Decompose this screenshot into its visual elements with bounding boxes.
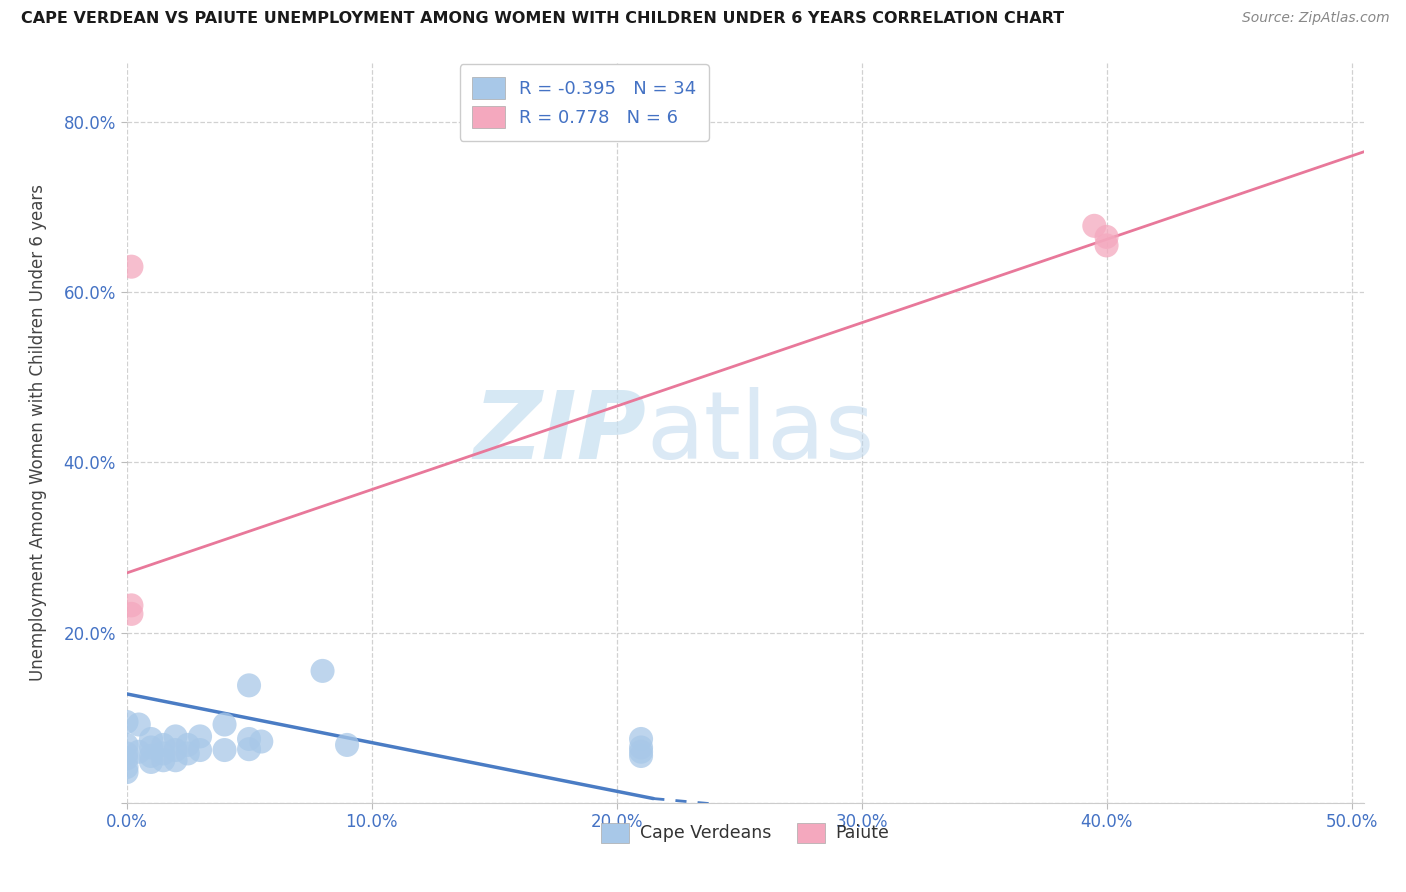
Point <box>115 738 138 752</box>
Point <box>165 753 187 767</box>
Point <box>238 742 260 756</box>
Point <box>139 731 162 746</box>
Point <box>311 664 333 678</box>
Point <box>1095 230 1118 244</box>
Point <box>630 731 652 746</box>
Text: atlas: atlas <box>647 386 875 479</box>
Point <box>120 599 142 613</box>
Point <box>152 753 174 767</box>
Point <box>177 747 200 761</box>
Point <box>1083 219 1105 233</box>
Point <box>120 607 142 621</box>
Legend: Cape Verdeans, Paiute: Cape Verdeans, Paiute <box>595 815 896 850</box>
Point <box>1095 238 1118 252</box>
Point <box>120 260 142 274</box>
Text: ZIP: ZIP <box>474 386 647 479</box>
Text: CAPE VERDEAN VS PAIUTE UNEMPLOYMENT AMONG WOMEN WITH CHILDREN UNDER 6 YEARS CORR: CAPE VERDEAN VS PAIUTE UNEMPLOYMENT AMON… <box>21 11 1064 26</box>
Text: Source: ZipAtlas.com: Source: ZipAtlas.com <box>1241 11 1389 25</box>
Point <box>214 743 236 757</box>
Point <box>238 678 260 692</box>
Point <box>630 740 652 755</box>
Point <box>630 749 652 764</box>
Point <box>115 714 138 729</box>
Point <box>250 734 273 748</box>
Y-axis label: Unemployment Among Women with Children Under 6 years: Unemployment Among Women with Children U… <box>30 184 46 681</box>
Point <box>115 751 138 765</box>
Point <box>165 743 187 757</box>
Point <box>152 747 174 761</box>
Point <box>139 749 162 764</box>
Point <box>115 765 138 780</box>
Point <box>115 747 138 761</box>
Point <box>115 760 138 774</box>
Point <box>630 745 652 759</box>
Point <box>336 738 359 752</box>
Point <box>214 717 236 731</box>
Point <box>188 743 211 757</box>
Point <box>188 730 211 744</box>
Point <box>128 717 150 731</box>
Point <box>139 755 162 769</box>
Point <box>128 745 150 759</box>
Point <box>139 740 162 755</box>
Point <box>152 738 174 752</box>
Point <box>177 738 200 752</box>
Point <box>238 731 260 746</box>
Point <box>165 730 187 744</box>
